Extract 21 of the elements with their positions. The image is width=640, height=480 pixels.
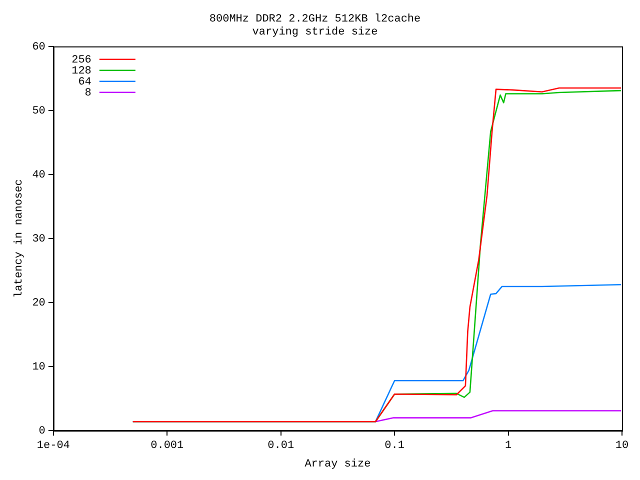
x-tick-label: 10 (615, 440, 629, 452)
x-tick-label: 0.01 (268, 440, 294, 452)
x-tick-label: 0.1 (384, 440, 405, 452)
chart-subtitle: varying stride size (252, 26, 378, 39)
legend-label: 256 (72, 54, 92, 66)
x-tick-label: 0.001 (150, 440, 184, 452)
chart-title: 800MHz DDR2 2.2GHz 512KB l2cache (209, 14, 421, 26)
y-tick-label: 50 (32, 105, 46, 118)
legend-label: 64 (78, 76, 92, 88)
x-tick-label: 1e-04 (36, 440, 70, 452)
y-axis-title: latency in nanosec (14, 179, 26, 298)
y-tick-label: 60 (32, 41, 46, 54)
legend-label: 128 (72, 65, 92, 78)
x-tick-label: 1 (504, 440, 512, 452)
y-tick-label: 10 (32, 361, 46, 374)
y-tick-label: 30 (32, 233, 46, 246)
y-tick-label: 0 (38, 426, 46, 438)
y-tick-label: 40 (32, 169, 46, 182)
legend-label: 8 (84, 87, 92, 100)
x-axis-title: Array size (304, 458, 371, 470)
y-tick-label: 20 (32, 297, 46, 310)
